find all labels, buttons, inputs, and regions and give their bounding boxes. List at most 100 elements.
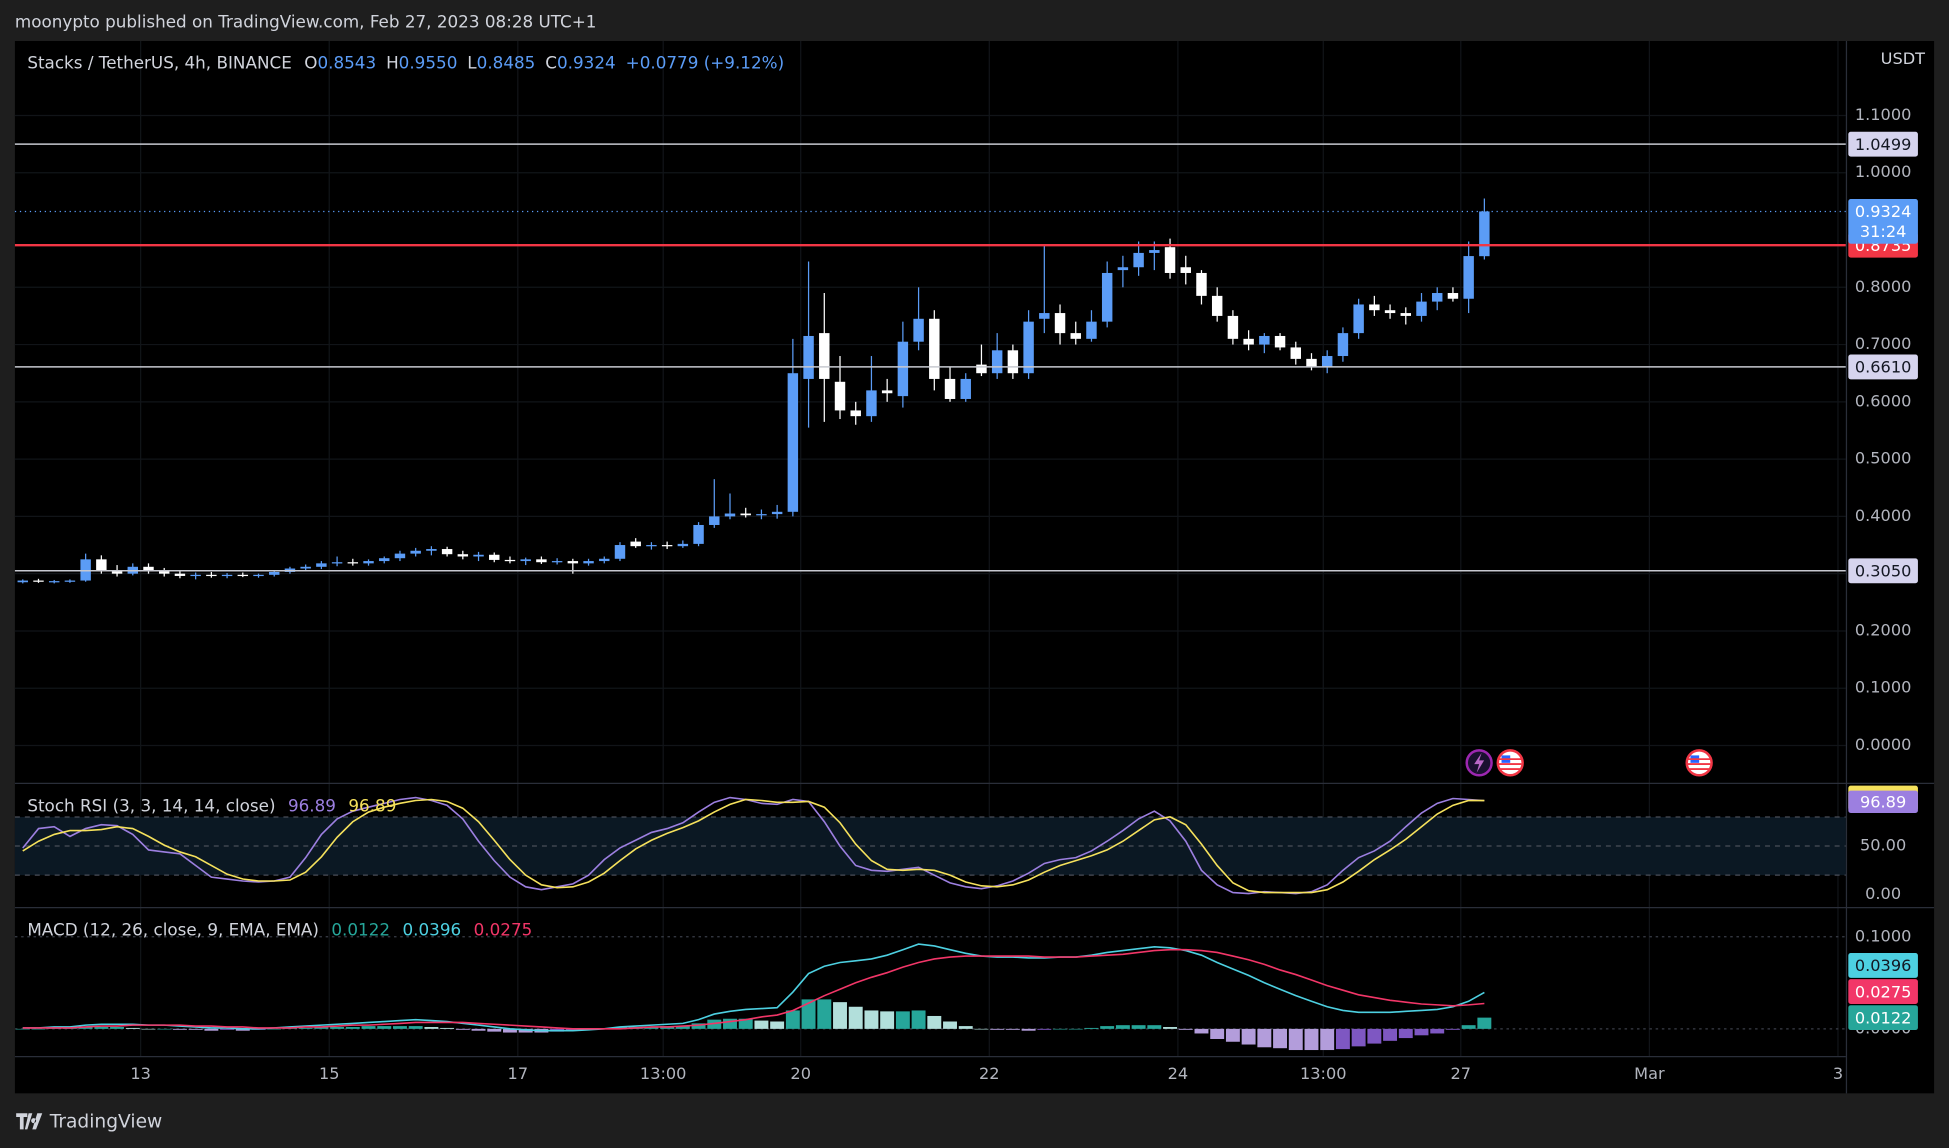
histogram-bar [1414,1028,1429,1036]
histogram-bar [1115,1025,1130,1029]
flag-stripes [1687,758,1711,770]
indicator-value: 0.0396 [403,920,462,940]
chart-area [14,41,1935,1094]
x-tick-label: 27 [1451,1064,1472,1083]
histogram-bar [220,1028,235,1030]
candle-body [331,562,343,564]
histogram-bar [691,1023,706,1029]
y-tick-label: 0.8000 [1855,277,1911,296]
candle-body [709,516,720,525]
histogram-bar [1068,1028,1083,1030]
candle-body [1259,335,1270,345]
macd-legend: MACD (12, 26, close, 9, EMA, EMA) 0.0122 0… [27,920,532,940]
candle-body [583,561,594,564]
candle-body [1227,315,1239,339]
x-tick-label: 13:00 [640,1064,687,1083]
candle-body [1117,267,1129,271]
candle-body [1369,304,1380,311]
candle-body [1416,301,1427,316]
histogram-bar [1288,1028,1303,1051]
stoch-legend: Stoch RSI (3, 3, 14, 14, close) 96.89 96.8… [27,795,396,815]
candle-body [237,574,249,577]
publish-line: moonypto published on TradingView.com, F… [15,11,597,31]
candle-body [630,541,641,547]
histogram-bar [990,1028,1005,1030]
change-value: +0.0779 (+9.12%) [626,52,784,72]
candle-body [756,514,767,516]
level-label-box [1848,558,1918,584]
histogram-bar [1005,1028,1020,1030]
level-label-text: 1.0499 [1855,135,1911,154]
histogram-bar [1257,1028,1272,1048]
histogram-bar [707,1019,722,1029]
histogram-bar [298,1027,313,1029]
histogram-bar [204,1028,219,1031]
candle-body [158,570,170,574]
candle-body [473,554,484,557]
y-tick-label: 0.1000 [1855,926,1911,945]
histogram-bar [1053,1028,1067,1030]
histogram-bar [408,1026,423,1029]
candle-body [520,559,531,562]
k-value-box [1848,790,1918,813]
histogram-bar [1210,1028,1225,1039]
histogram-bar [1398,1028,1413,1039]
histogram-bar [377,1026,392,1029]
candle-body [1007,350,1019,374]
candle-body [1086,321,1097,339]
symbol-title: Stacks / TetherUS, 4h, BINANCE [27,52,291,72]
candle-body [206,574,217,577]
y-tick-label: 0.5000 [1855,449,1911,468]
x-tick-label: 17 [508,1064,529,1083]
candle-body [1133,252,1144,268]
y-tick-label: 0.0000 [1855,735,1911,754]
candle-body [724,513,736,517]
candle-body [661,545,673,547]
histogram-bar [1037,1028,1052,1030]
candle-body [567,561,579,564]
candle-body [1164,247,1176,273]
x-tick-label: 20 [790,1064,811,1083]
histogram-bar [864,1010,879,1029]
candle-body [379,558,390,562]
y-tick-label: 0.1000 [1855,678,1911,697]
candle-body [48,581,60,583]
candle-body [347,562,359,564]
candle-body [1400,313,1412,316]
indicator-value-text: 0.0396 [1855,956,1911,975]
candle-body [929,318,940,379]
histogram-bar [1100,1026,1115,1029]
histogram-bar [1335,1028,1350,1050]
level-label-text: 0.3050 [1855,562,1911,581]
histogram-bar [267,1028,282,1030]
ohlc-value: 0.9550 [399,52,458,72]
histogram-bar [15,1028,30,1030]
candle-body [1290,347,1301,359]
indicator-value-box [1848,1005,1918,1031]
candle-body [1384,310,1396,314]
candle-body [1447,293,1459,299]
histogram-bar [314,1027,329,1029]
histogram-bar [770,1021,785,1029]
ohlc-value: 0.9324 [557,52,616,72]
histogram-bar [723,1018,737,1029]
candle-body [1101,272,1113,322]
histogram-bar [974,1028,989,1030]
histogram-bar [188,1028,203,1030]
candle-body [1321,356,1333,368]
histogram-bar [125,1027,140,1029]
histogram-bar [958,1026,973,1029]
histogram-bar [1273,1028,1288,1049]
ohlc-name: O [304,52,317,72]
candle-body [96,559,107,571]
indicator-value-box [1848,953,1918,978]
candle-body [693,524,704,544]
candle-body [111,570,123,574]
brand-name[interactable]: TradingView [49,1111,163,1132]
candle-body [143,566,154,571]
candle-body [1353,304,1364,334]
x-tick-label: Mar [1634,1064,1665,1083]
candle-body [1196,272,1207,296]
candle-body [960,378,971,399]
lightning [1474,752,1485,773]
